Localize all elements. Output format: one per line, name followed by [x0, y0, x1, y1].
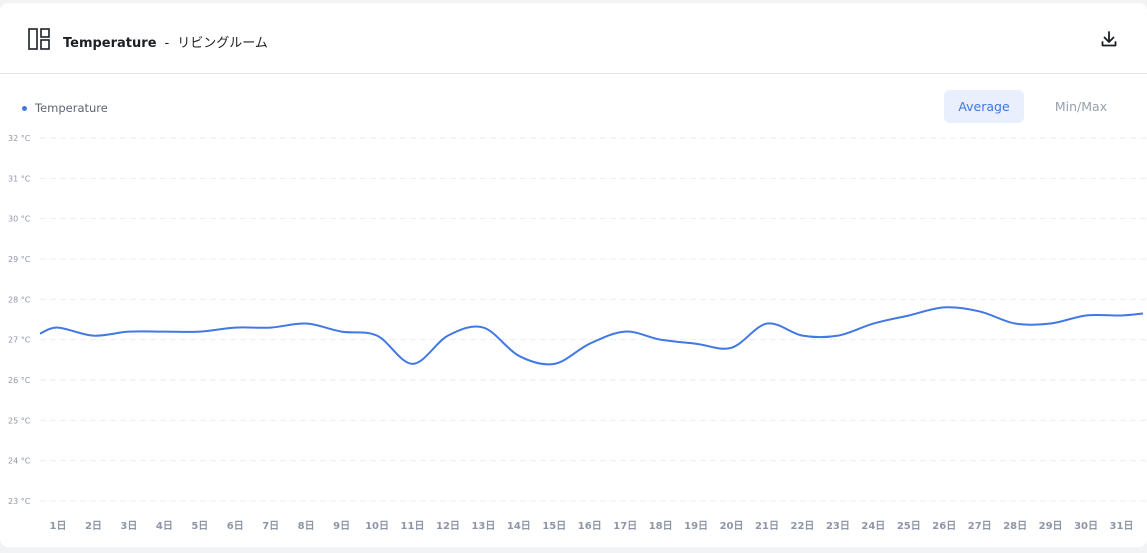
card-title: Temperature - リビングルーム	[63, 32, 268, 51]
chart-card: Temperature - リビングルーム Temperature Average …	[0, 3, 1147, 547]
series-line-temperature	[39, 306, 1144, 366]
x-tick-label: 27日	[968, 520, 992, 532]
x-tick-label: 4日	[156, 520, 173, 532]
x-tick-label: 15日	[542, 520, 566, 532]
x-tick-label: 17日	[613, 520, 637, 532]
minmax-button[interactable]: Min/Max	[1054, 99, 1108, 114]
x-tick-label: 22日	[790, 520, 814, 532]
x-tick-label: 1日	[50, 520, 67, 532]
x-tick-label: 10日	[365, 520, 389, 532]
download-icon[interactable]	[1099, 29, 1119, 49]
x-tick-label: 12日	[436, 520, 460, 532]
x-tick-label: 29日	[1039, 520, 1063, 532]
x-tick-label: 7日	[262, 520, 279, 532]
chart-legend: Temperature	[22, 101, 108, 115]
x-tick-label: 9日	[333, 520, 350, 532]
x-tick-label: 26日	[932, 520, 956, 532]
legend-label: Temperature	[35, 101, 108, 115]
x-tick-label: 2日	[85, 520, 102, 532]
y-tick-label: 24 °C	[8, 457, 31, 466]
y-tick-label: 31 °C	[8, 174, 31, 183]
x-tick-label: 30日	[1074, 520, 1098, 532]
card-header: Temperature - リビングルーム	[0, 3, 1147, 74]
x-tick-label: 14日	[507, 520, 531, 532]
y-tick-label: 30 °C	[8, 215, 31, 224]
title-text: Temperature	[63, 36, 157, 51]
x-tick-label: 31日	[1110, 520, 1134, 532]
y-tick-label: 23 °C	[8, 497, 31, 506]
x-tick-label: 3日	[120, 520, 137, 532]
x-tick-label: 5日	[191, 520, 208, 532]
x-tick-label: 18日	[649, 520, 673, 532]
y-tick-label: 27 °C	[8, 336, 31, 345]
y-tick-label: 28 °C	[8, 295, 31, 304]
x-tick-label: 21日	[755, 520, 779, 532]
x-tick-label: 6日	[227, 520, 244, 532]
x-tick-label: 23日	[826, 520, 850, 532]
average-button[interactable]: Average	[944, 90, 1024, 123]
legend-dot	[22, 105, 27, 111]
y-tick-label: 32 °C	[8, 134, 31, 143]
y-tick-label: 25 °C	[8, 416, 31, 425]
layout-panels-icon	[28, 28, 50, 50]
y-tick-label: 26 °C	[8, 376, 31, 385]
location-name: リビングルーム	[177, 36, 268, 51]
x-tick-label: 20日	[720, 520, 744, 532]
x-tick-label: 25日	[897, 520, 921, 532]
x-tick-label: 28日	[1003, 520, 1027, 532]
x-tick-label: 13日	[471, 520, 495, 532]
x-tick-label: 16日	[578, 520, 602, 532]
title-separator: -	[164, 36, 170, 51]
x-tick-label: 8日	[298, 520, 315, 532]
x-tick-label: 11日	[401, 520, 425, 532]
y-tick-label: 29 °C	[8, 255, 31, 264]
x-tick-label: 19日	[684, 520, 708, 532]
x-tick-label: 24日	[861, 520, 885, 532]
